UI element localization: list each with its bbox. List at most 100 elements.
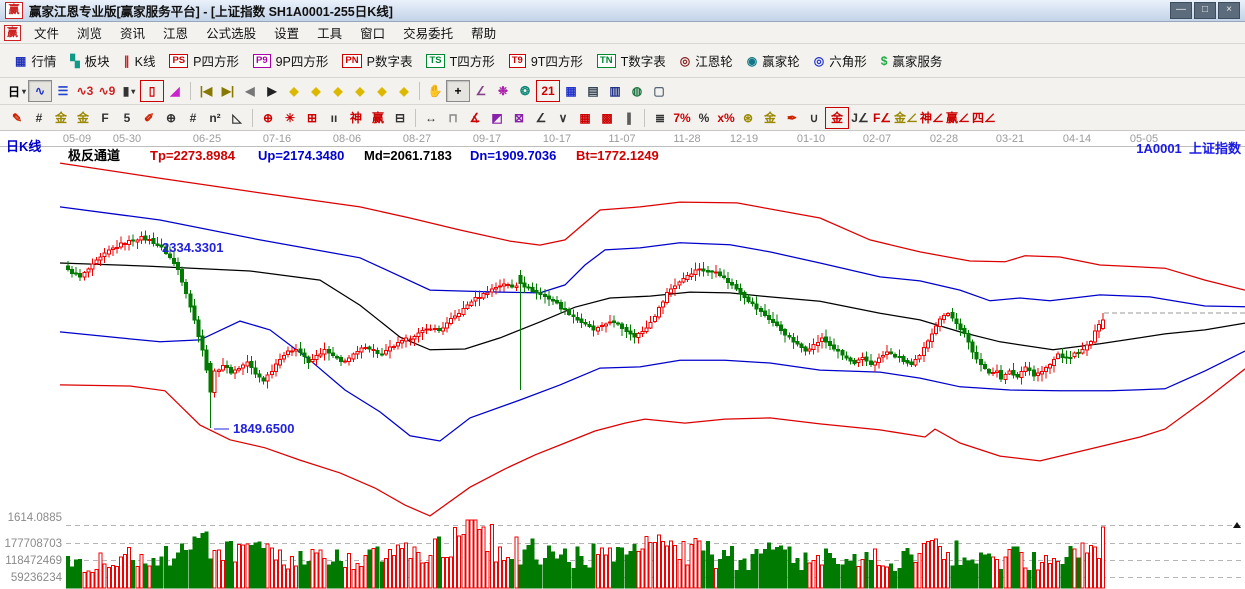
9t-square-button[interactable]: T9 9T四方形	[502, 47, 590, 74]
gann-wheel-button[interactable]: ◎ 江恩轮	[673, 47, 740, 74]
minimize-button[interactable]: —	[1170, 2, 1192, 19]
gold-gann2-icon[interactable]: 金	[76, 111, 89, 125]
menu-item[interactable]: 设置	[274, 27, 300, 41]
period-day-dropdown[interactable]: 日	[6, 81, 28, 101]
diamond-left-icon[interactable]: ◆	[289, 84, 299, 98]
crosshair-icon[interactable]: +	[446, 80, 470, 102]
menu-item[interactable]: 窗口	[360, 27, 386, 41]
t-square-button[interactable]: TS T四方形	[419, 47, 501, 74]
calculator-icon[interactable]: ▦	[565, 84, 577, 98]
width-measure-icon[interactable]: ↔	[425, 110, 437, 125]
menu-item[interactable]: 公式选股	[206, 27, 257, 41]
diamond-all-icon[interactable]: ◆	[399, 84, 409, 98]
cup-icon[interactable]: ∪	[809, 110, 819, 125]
gann-line-icon[interactable]: #	[35, 110, 43, 125]
diamond-horizontal-icon[interactable]: ◆	[333, 84, 343, 98]
wave9-icon[interactable]: ∿9	[98, 84, 116, 98]
wave-chart-icon[interactable]: ∿	[28, 80, 52, 102]
prev-bar-icon[interactable]: ◀	[245, 84, 255, 98]
f-gann-icon[interactable]: F	[101, 110, 109, 125]
maximize-button[interactable]: □	[1194, 2, 1216, 19]
j-angle-icon[interactable]: J∠	[851, 110, 869, 125]
numgrid-icon[interactable]: ⊟	[394, 110, 406, 125]
shen-angle-icon[interactable]: 神∠	[920, 111, 945, 125]
f-angle-icon[interactable]: F∠	[872, 110, 892, 125]
pct7-icon[interactable]: 7%	[673, 110, 691, 125]
menu-item[interactable]: 文件	[34, 27, 60, 41]
period-label[interactable]: 日K线	[6, 139, 41, 154]
next-bar-icon[interactable]: ▶	[267, 84, 277, 98]
parallel-icon[interactable]: ∥	[626, 110, 632, 125]
v-line-icon[interactable]: ∨	[558, 110, 568, 125]
hexagon-button[interactable]: ◎ 六角形	[807, 47, 874, 74]
purple-x-icon[interactable]: ⊠	[513, 110, 525, 125]
diamond-star-icon[interactable]: ◆	[377, 84, 387, 98]
sectors-button[interactable]: ▚ 板块	[63, 47, 116, 74]
red-gridbox-icon[interactable]: ⊞	[306, 110, 318, 125]
red-target-icon[interactable]: ⊕	[262, 110, 274, 125]
winner-wheel-button[interactable]: ◉ 赢家轮	[740, 47, 807, 74]
ladder-icon[interactable]: ≣	[654, 110, 666, 125]
n2-icon[interactable]: n²	[209, 110, 221, 125]
p-number-button[interactable]: PN P数字表	[335, 47, 419, 74]
chart-area[interactable]: 05-09 05-30 06-25 07-16 08-06 08-27 09-17 10-17…	[0, 131, 1245, 589]
red-pen-icon[interactable]: ✐	[143, 110, 155, 125]
red-grid2-icon[interactable]: ▩	[601, 110, 613, 125]
9p-square-button[interactable]: P9 9P四方形	[246, 47, 335, 74]
t-number-button[interactable]: TN T数字表	[590, 47, 673, 74]
gann-stamp-icon[interactable]: ❉	[497, 84, 509, 98]
gold-angle-icon[interactable]: 金∠	[894, 111, 919, 125]
p-square-button[interactable]: PS P四方形	[162, 47, 246, 74]
ying-angle-icon[interactable]: 赢∠	[946, 111, 971, 125]
menu-item[interactable]: 浏览	[77, 27, 103, 41]
red-grid-icon[interactable]: ▦	[579, 110, 591, 125]
pctx-icon[interactable]: x%	[717, 110, 735, 125]
candle-type-dropdown[interactable]: ▮	[118, 81, 140, 101]
diamond-right-icon[interactable]: ◆	[311, 84, 321, 98]
red-fan-icon[interactable]: ∡	[469, 110, 481, 125]
angle-measure-icon[interactable]: ∠	[475, 84, 487, 98]
web-update-icon[interactable]: ◍	[631, 84, 643, 98]
line-grid-icon[interactable]: #	[189, 110, 197, 125]
menu-item[interactable]: 帮助	[471, 27, 497, 41]
kline-style-icon[interactable]: ▯	[140, 80, 164, 102]
goto-last-icon[interactable]: ▶|	[221, 84, 235, 98]
si-angle-icon[interactable]: 四∠	[972, 111, 997, 125]
red-star-icon[interactable]: ✳	[284, 110, 296, 125]
save-icon[interactable]: ▥	[609, 84, 621, 98]
hand-pan-icon[interactable]: ✋	[427, 84, 443, 98]
quotes-button[interactable]: ▦ 行情	[8, 47, 63, 74]
wave3-icon[interactable]: ∿3	[76, 84, 94, 98]
menu-item[interactable]: 工具	[317, 27, 343, 41]
goto-first-icon[interactable]: |◀	[199, 84, 213, 98]
pct-icon[interactable]: %	[698, 110, 710, 125]
diamond-cross-icon[interactable]: ◆	[355, 84, 365, 98]
kline-button[interactable]: ∥ K线	[117, 47, 163, 74]
close-button[interactable]: ×	[1218, 2, 1240, 19]
ying-gann-icon[interactable]: 赢	[371, 111, 384, 125]
gold-gann-icon[interactable]: 金	[54, 111, 67, 125]
menu-item[interactable]: 资讯	[120, 27, 146, 41]
menu-item[interactable]: 江恩	[163, 27, 189, 41]
pattern-icon[interactable]: ❂	[519, 84, 531, 98]
remote-pc-icon[interactable]: ▢	[653, 84, 665, 98]
gold-box-icon[interactable]: 金	[825, 106, 849, 129]
pen-tool-icon[interactable]: ✎	[11, 110, 23, 125]
angle-line-icon[interactable]: ∠	[535, 110, 547, 125]
purple-fan-icon[interactable]: ◩	[491, 110, 503, 125]
ink-pen-icon[interactable]: ✒	[786, 110, 798, 125]
menu-item[interactable]: 交易委托	[403, 27, 454, 41]
doc-list-icon[interactable]: ☰	[57, 84, 69, 98]
tick-chart-icon[interactable]: ◢	[170, 84, 180, 98]
shen-gann-icon[interactable]: 神	[349, 111, 362, 125]
circle-gann-icon[interactable]: ⊕	[165, 110, 177, 125]
notepad-icon[interactable]: ▤	[587, 84, 599, 98]
calendar-21-icon[interactable]: 21	[536, 80, 560, 102]
gold-circle-icon[interactable]: ⊛	[742, 110, 754, 125]
five-gann-icon[interactable]: 5	[123, 110, 131, 125]
frame-tool-icon[interactable]: ⊓	[448, 110, 458, 125]
service-button[interactable]: $ 赢家服务	[874, 47, 950, 74]
gold-line2-icon[interactable]: 金	[763, 111, 776, 125]
protractor-icon[interactable]: ◺	[232, 110, 242, 125]
mini-kline-icon[interactable]: ıı	[330, 110, 338, 125]
